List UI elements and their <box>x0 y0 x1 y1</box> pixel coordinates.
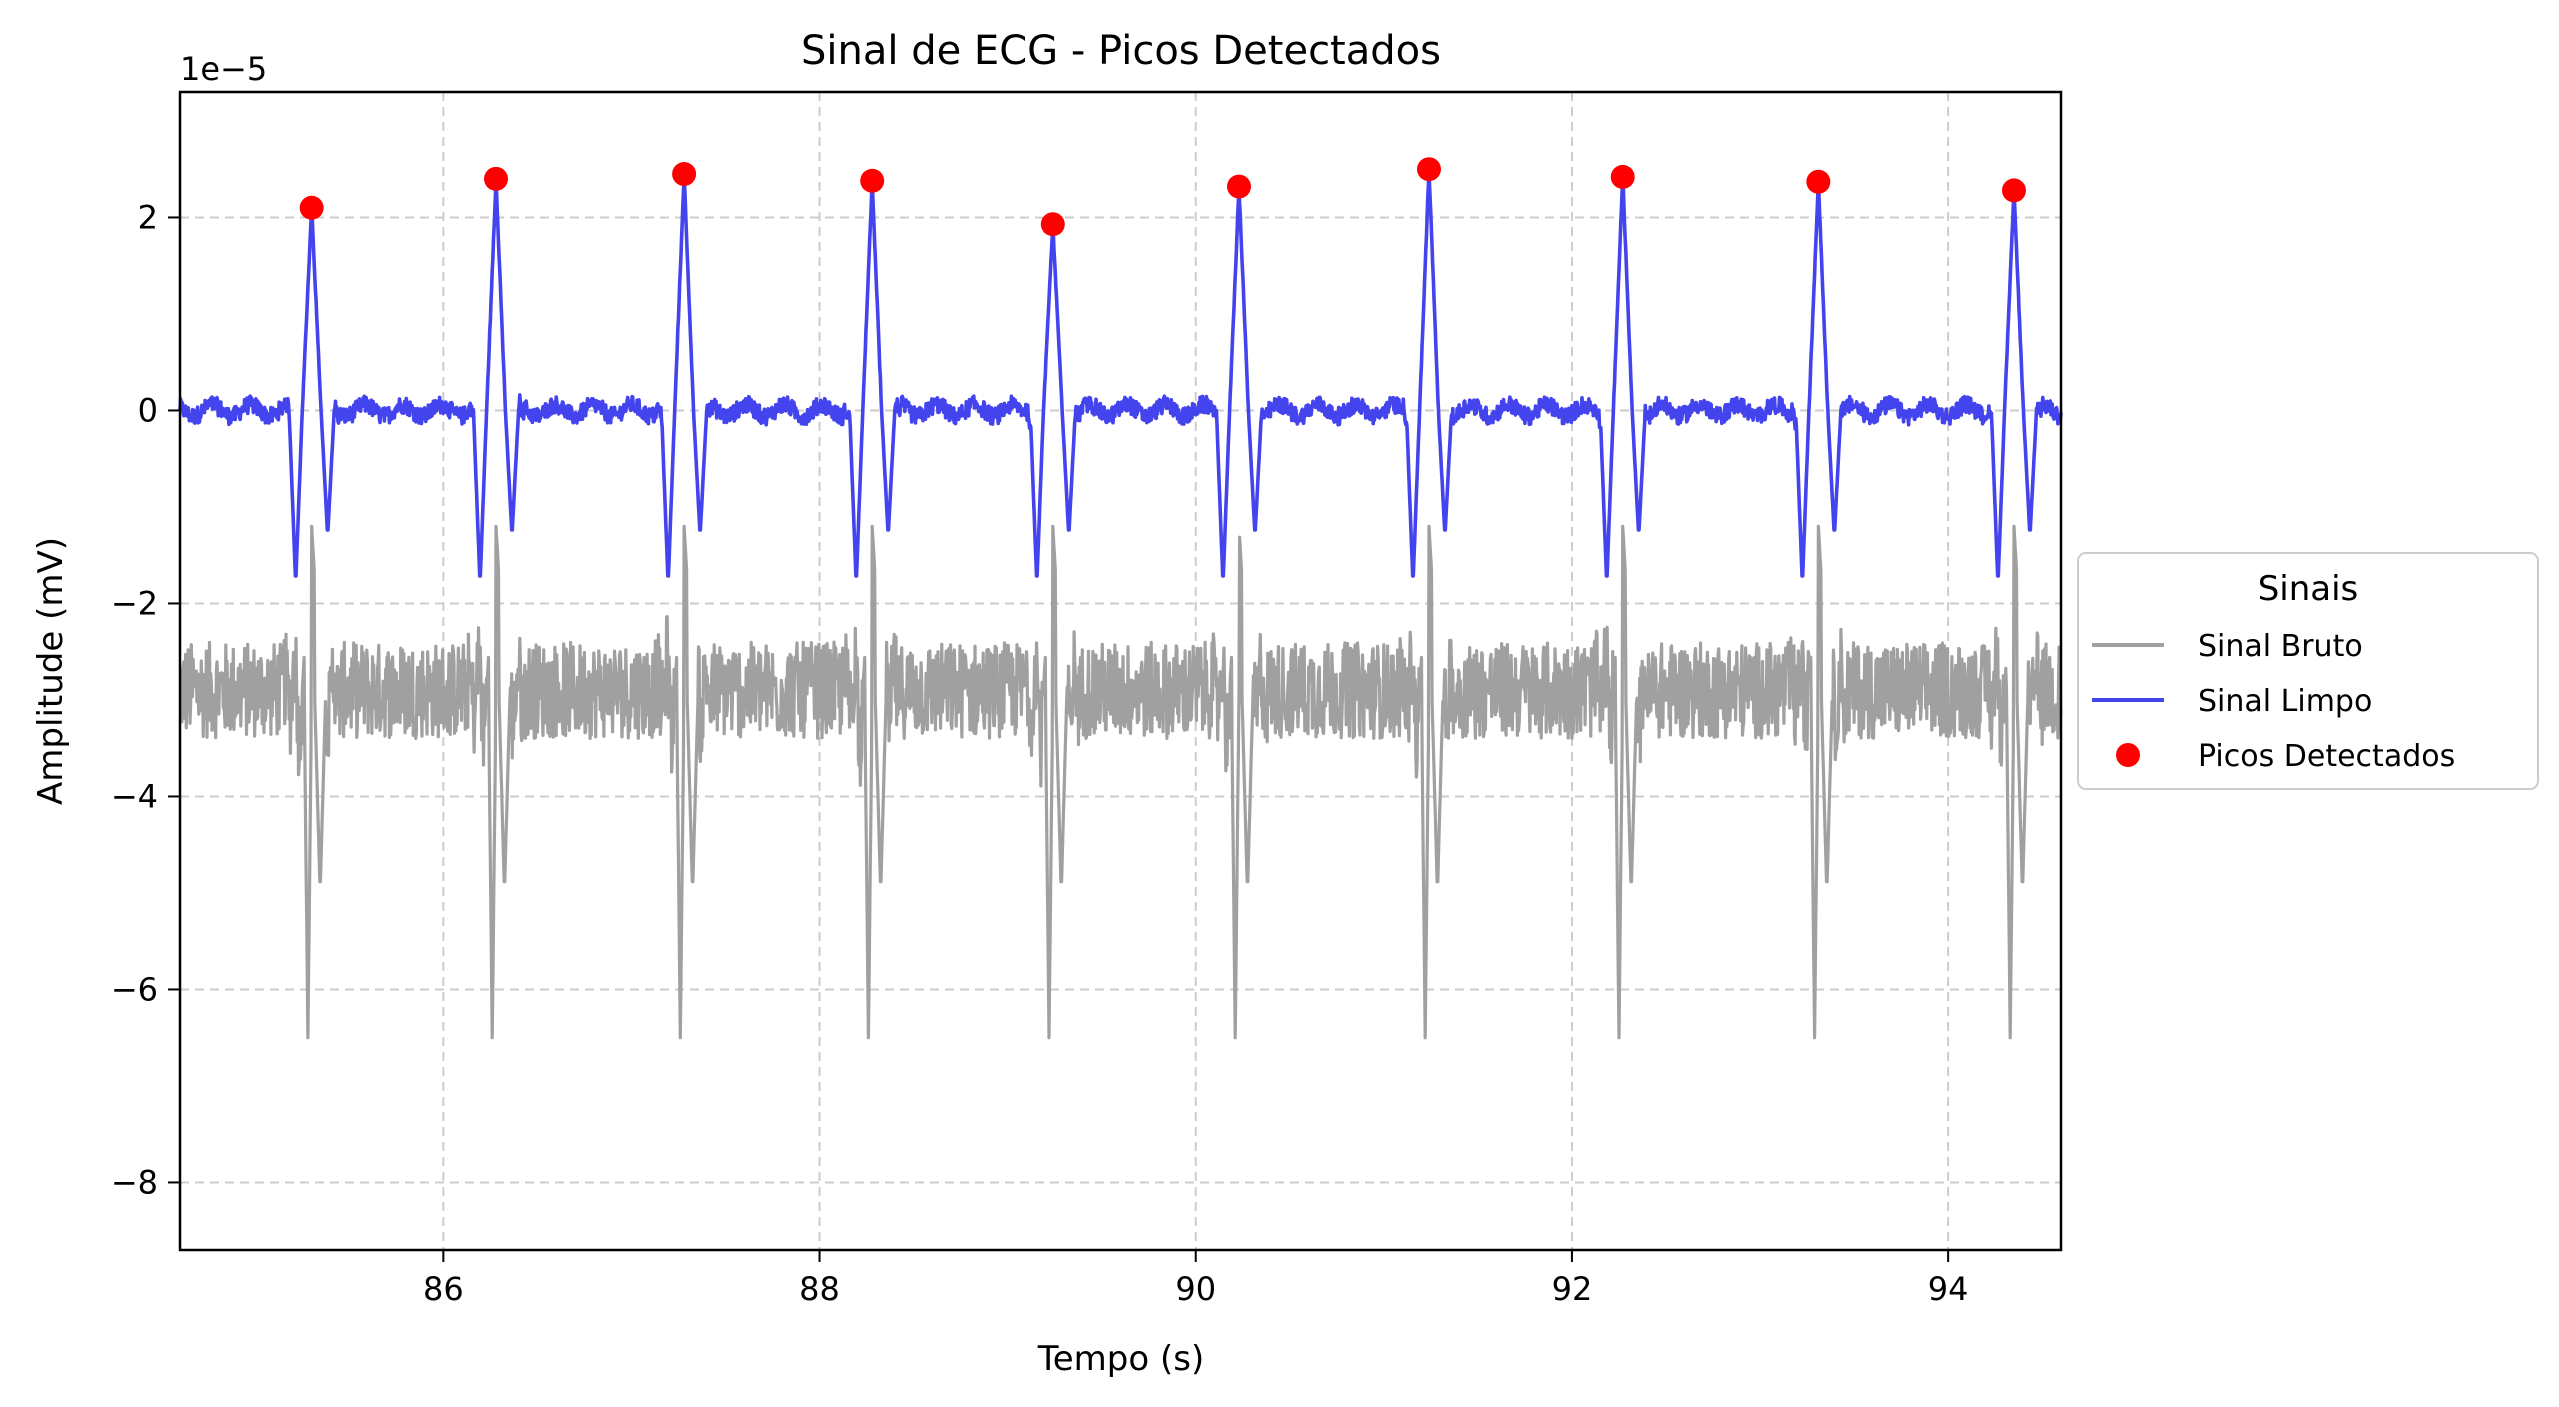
peak-point <box>1227 174 1252 199</box>
peak-point <box>1610 164 1635 189</box>
peak-point <box>484 166 509 191</box>
peak-point <box>860 168 885 193</box>
x-tick-label: 94 <box>1928 1270 1969 1308</box>
x-tick-label: 86 <box>423 1270 464 1308</box>
y-tick-label: −8 <box>111 1163 158 1201</box>
peak-point <box>299 195 324 220</box>
peak-point <box>1416 157 1441 182</box>
raw-signal-line <box>178 524 2063 1040</box>
peak-point <box>1040 212 1065 237</box>
y-tick-label: −6 <box>111 970 158 1008</box>
legend-title: Sinais <box>2258 569 2359 609</box>
x-axis-ticks: 86 88 90 92 94 <box>423 1250 1969 1308</box>
clean-signal-series <box>178 168 2063 578</box>
detected-peaks-series <box>299 157 2026 237</box>
legend: Sinais Sinal Bruto Sinal Limpo Picos Det… <box>2077 552 2539 790</box>
y-tick-label: 0 <box>138 391 158 429</box>
peak-point <box>2001 178 2026 203</box>
y-tick-label: 2 <box>138 198 158 236</box>
y-axis-label: Amplitude (mV) <box>31 537 71 805</box>
legend-raw-label: Sinal Bruto <box>2198 629 2363 664</box>
peak-point <box>672 162 697 187</box>
raw-signal-series <box>178 524 2063 1040</box>
x-axis-label: Tempo (s) <box>1037 1339 1204 1379</box>
legend-clean-label: Sinal Limpo <box>2198 684 2372 719</box>
y-offset-label: 1e−5 <box>180 50 267 88</box>
y-tick-label: −2 <box>111 584 158 622</box>
x-tick-label: 90 <box>1175 1270 1216 1308</box>
legend-peaks-label: Picos Detectados <box>2198 739 2455 774</box>
legend-box <box>2077 552 2539 790</box>
x-tick-label: 92 <box>1552 1270 1593 1308</box>
legend-peaks-marker <box>2116 743 2140 767</box>
chart-title: Sinal de ECG - Picos Detectados <box>801 28 1441 74</box>
x-tick-label: 88 <box>799 1270 840 1308</box>
y-axis-ticks: 2 0 −2 −4 −6 −8 <box>111 198 180 1201</box>
y-tick-label: −4 <box>111 777 158 815</box>
peak-point <box>1806 169 1831 194</box>
plot-frame <box>178 90 2063 1252</box>
clean-signal-line <box>178 168 2063 578</box>
